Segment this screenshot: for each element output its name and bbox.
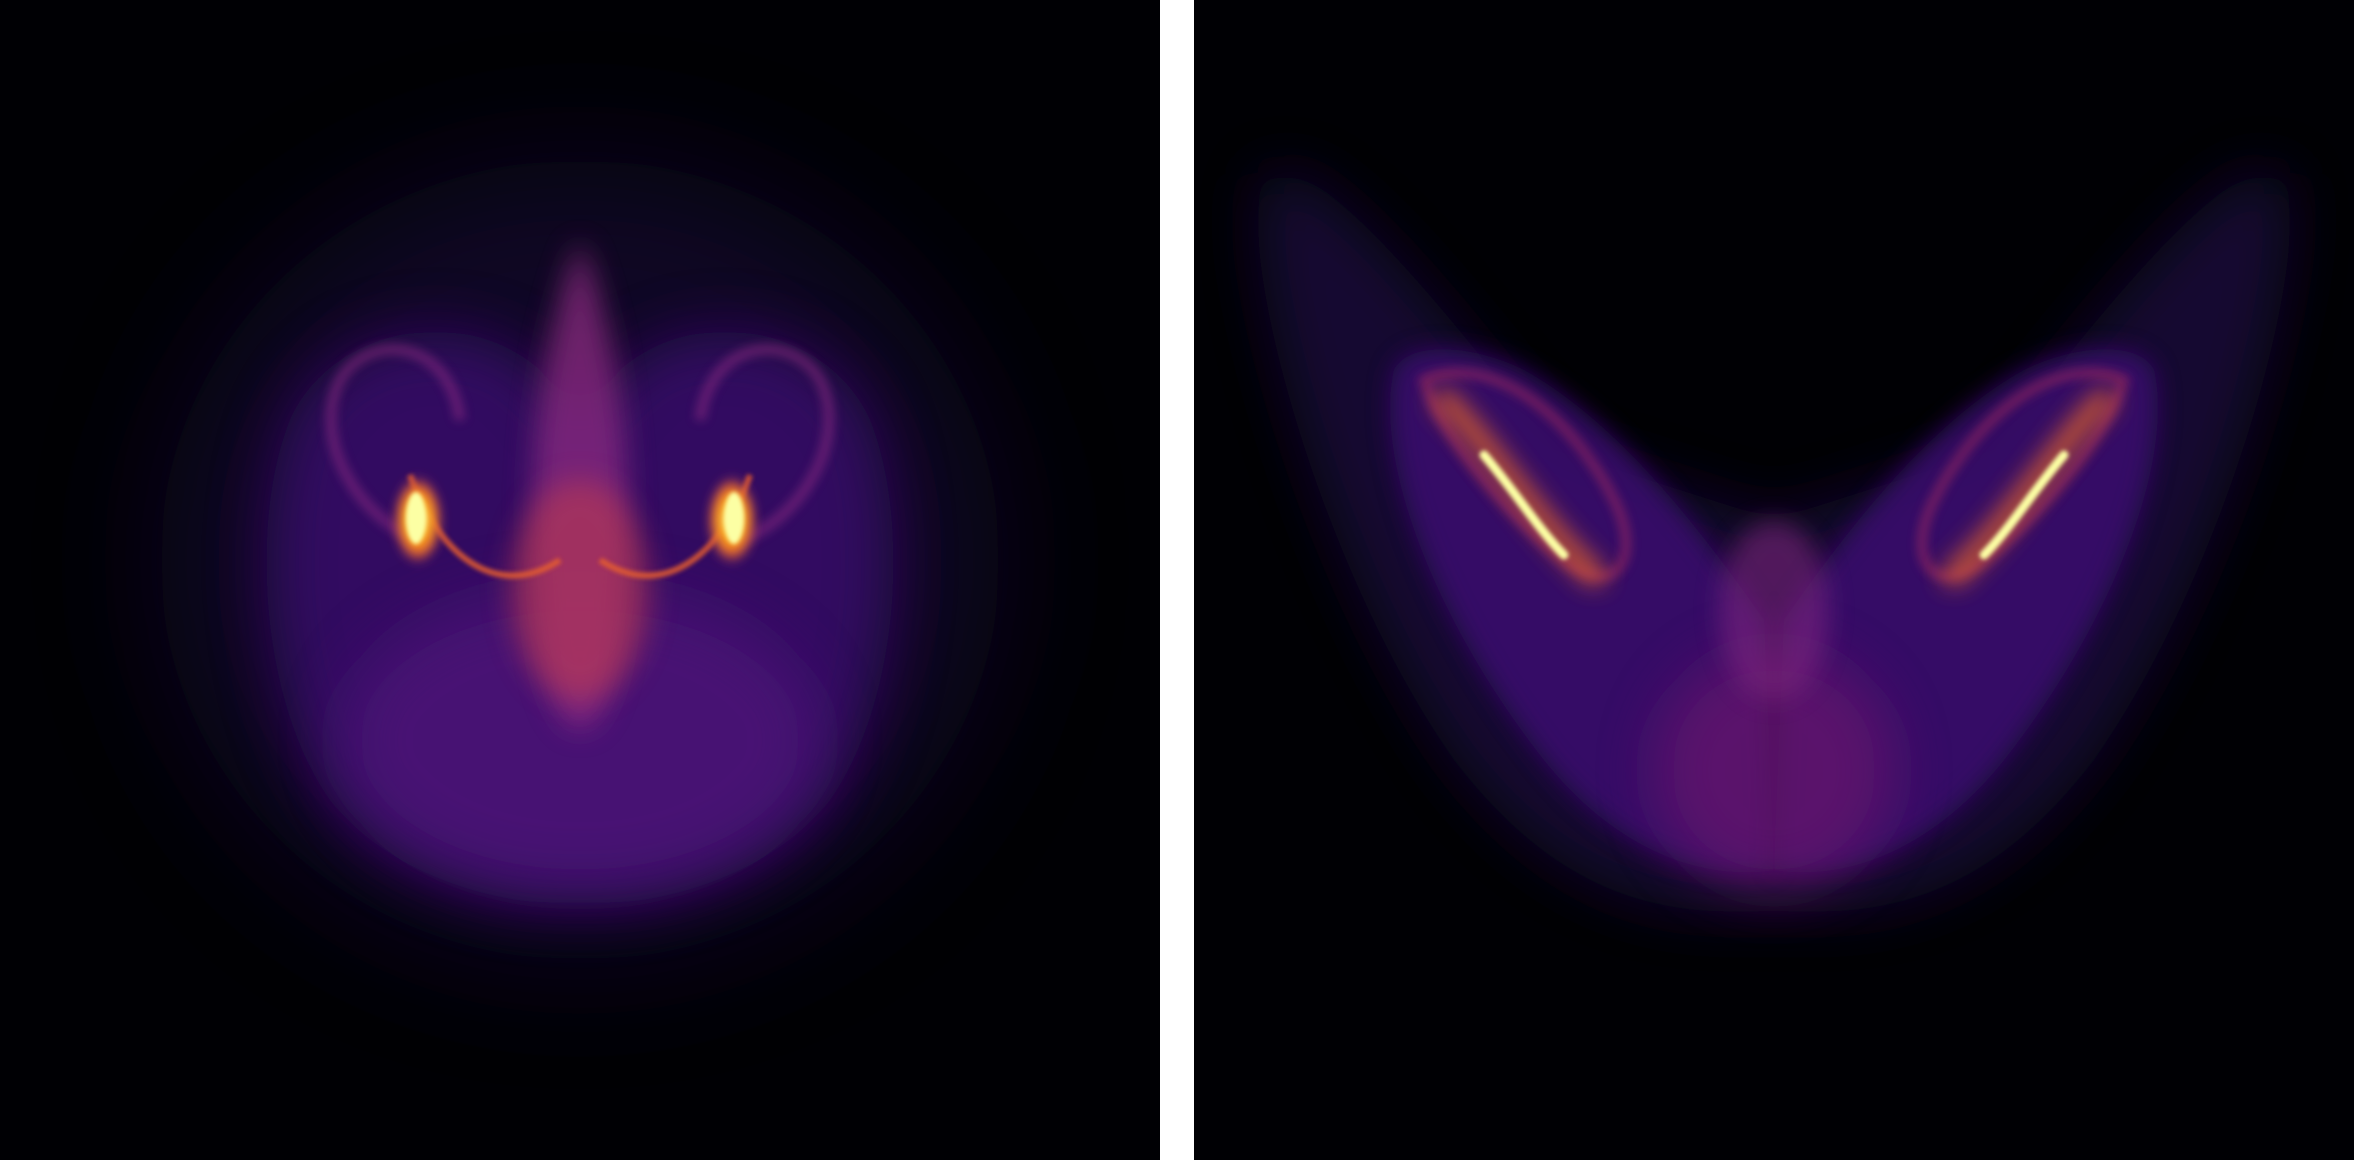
left-lobe-arc <box>326 344 465 545</box>
center-lower-glow <box>1654 650 1894 890</box>
left-hot-core-center <box>406 492 426 544</box>
right-density-image <box>1257 171 2291 912</box>
left-hot-streak <box>1479 450 1569 560</box>
right-hot-streak <box>1979 450 2069 560</box>
lower-glow <box>340 590 820 890</box>
right-bright-streak <box>1943 389 2115 586</box>
right-lobe-arc <box>695 344 834 545</box>
right-hot-core-center <box>724 492 744 544</box>
right-wing-loop <box>1917 367 2131 582</box>
left-density-image <box>160 160 1000 960</box>
central-hot-spot <box>510 480 650 700</box>
right-density-panel <box>1194 0 2354 1160</box>
left-wing-loop <box>1417 367 1631 582</box>
left-bright-streak <box>1433 389 1605 586</box>
left-density-panel <box>0 0 1160 1160</box>
center-neck-glow <box>1719 520 1829 700</box>
panel-separator <box>1160 0 1194 1160</box>
